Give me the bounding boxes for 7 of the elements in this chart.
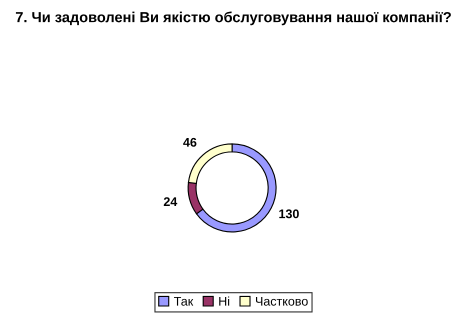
legend-label: Частково xyxy=(256,296,308,306)
legend-label: Ні xyxy=(219,296,230,306)
data-label: 46 xyxy=(183,138,196,147)
legend-label: Так xyxy=(174,296,194,306)
chart-title: 7. Чи задоволені Ви якістю обслуговування нашої компанії? xyxy=(16,11,451,26)
data-label: 130 xyxy=(279,209,299,218)
data-label: 24 xyxy=(164,197,178,206)
